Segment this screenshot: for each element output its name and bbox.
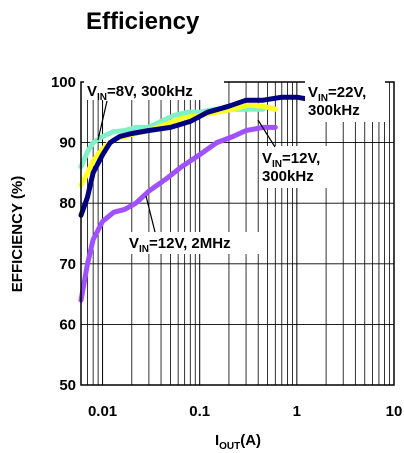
annotation-bg-vin12-300k [259,146,339,188]
annotation-vin-12v-300k: VIN=12V, 300kHz [262,150,324,185]
x-axis-label-sub: OUT [219,441,240,452]
plot-frame [80,81,395,386]
tick-labels: 0.01 0.1 1 10 50 60 70 80 90 100 [51,74,402,420]
x-tick-label: 0.01 [88,403,117,420]
y-tick-label: 90 [59,135,76,152]
y-tick-label: 100 [51,74,76,91]
x-axis-label-unit: (A) [240,432,261,449]
y-tick-label: 50 [59,377,76,394]
chart-title: Efficiency [86,8,200,35]
x-tick-label: 0.1 [189,403,210,420]
annotation-bg-vin8 [84,80,224,100]
leader-vin-8v [97,100,108,141]
series-line-2 [78,94,317,218]
annotation-vin-12v-2mhz: VIN=12V, 2MHz [129,235,231,255]
x-tick-label: 10 [386,403,403,420]
y-tick-label: 70 [59,256,76,273]
annotation-bg-vin12-2m [126,232,264,254]
annotation-vin-22v: VIN=22V, 300kHz [308,84,370,119]
leader-vin-12v-2mhz [145,195,156,233]
y-tick-label: 80 [59,195,76,212]
series-line-3 [78,124,278,303]
x-axis-label: IOUT(A) [215,432,261,452]
annotation-bg-vin22 [305,80,385,122]
x-tick-label: 1 [293,403,301,420]
annotation-vin-8v: VIN=8V, 300kHz [87,83,193,103]
x-axis-label-main: I [215,432,219,449]
y-tick-label: 60 [59,316,76,333]
y-axis-label: EFFICIENCY (%) [9,176,26,292]
leader-vin-12v-300k [257,119,276,148]
